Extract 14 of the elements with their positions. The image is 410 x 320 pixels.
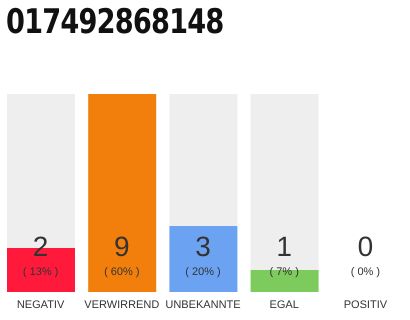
x-tick-label: EGAL bbox=[270, 298, 299, 311]
data-label: 9 bbox=[113, 231, 131, 262]
x-tick-label: NEGATIV bbox=[16, 298, 65, 311]
x-tick-label: UNBEKANNTE bbox=[165, 298, 241, 311]
x-tick-label: VERWIRREND bbox=[84, 298, 160, 311]
annotation: ( 60% ) bbox=[103, 266, 141, 279]
data-label: 0 bbox=[356, 231, 374, 262]
annotation: ( 13% ) bbox=[22, 266, 60, 279]
annotation: ( 0% ) bbox=[350, 266, 382, 279]
annotation: ( 20% ) bbox=[184, 266, 222, 279]
data-label: 3 bbox=[194, 231, 212, 262]
chart-title: 017492868148 bbox=[6, 2, 224, 42]
x-tick-label: POSITIV bbox=[344, 298, 388, 311]
data-label: 1 bbox=[275, 231, 293, 262]
